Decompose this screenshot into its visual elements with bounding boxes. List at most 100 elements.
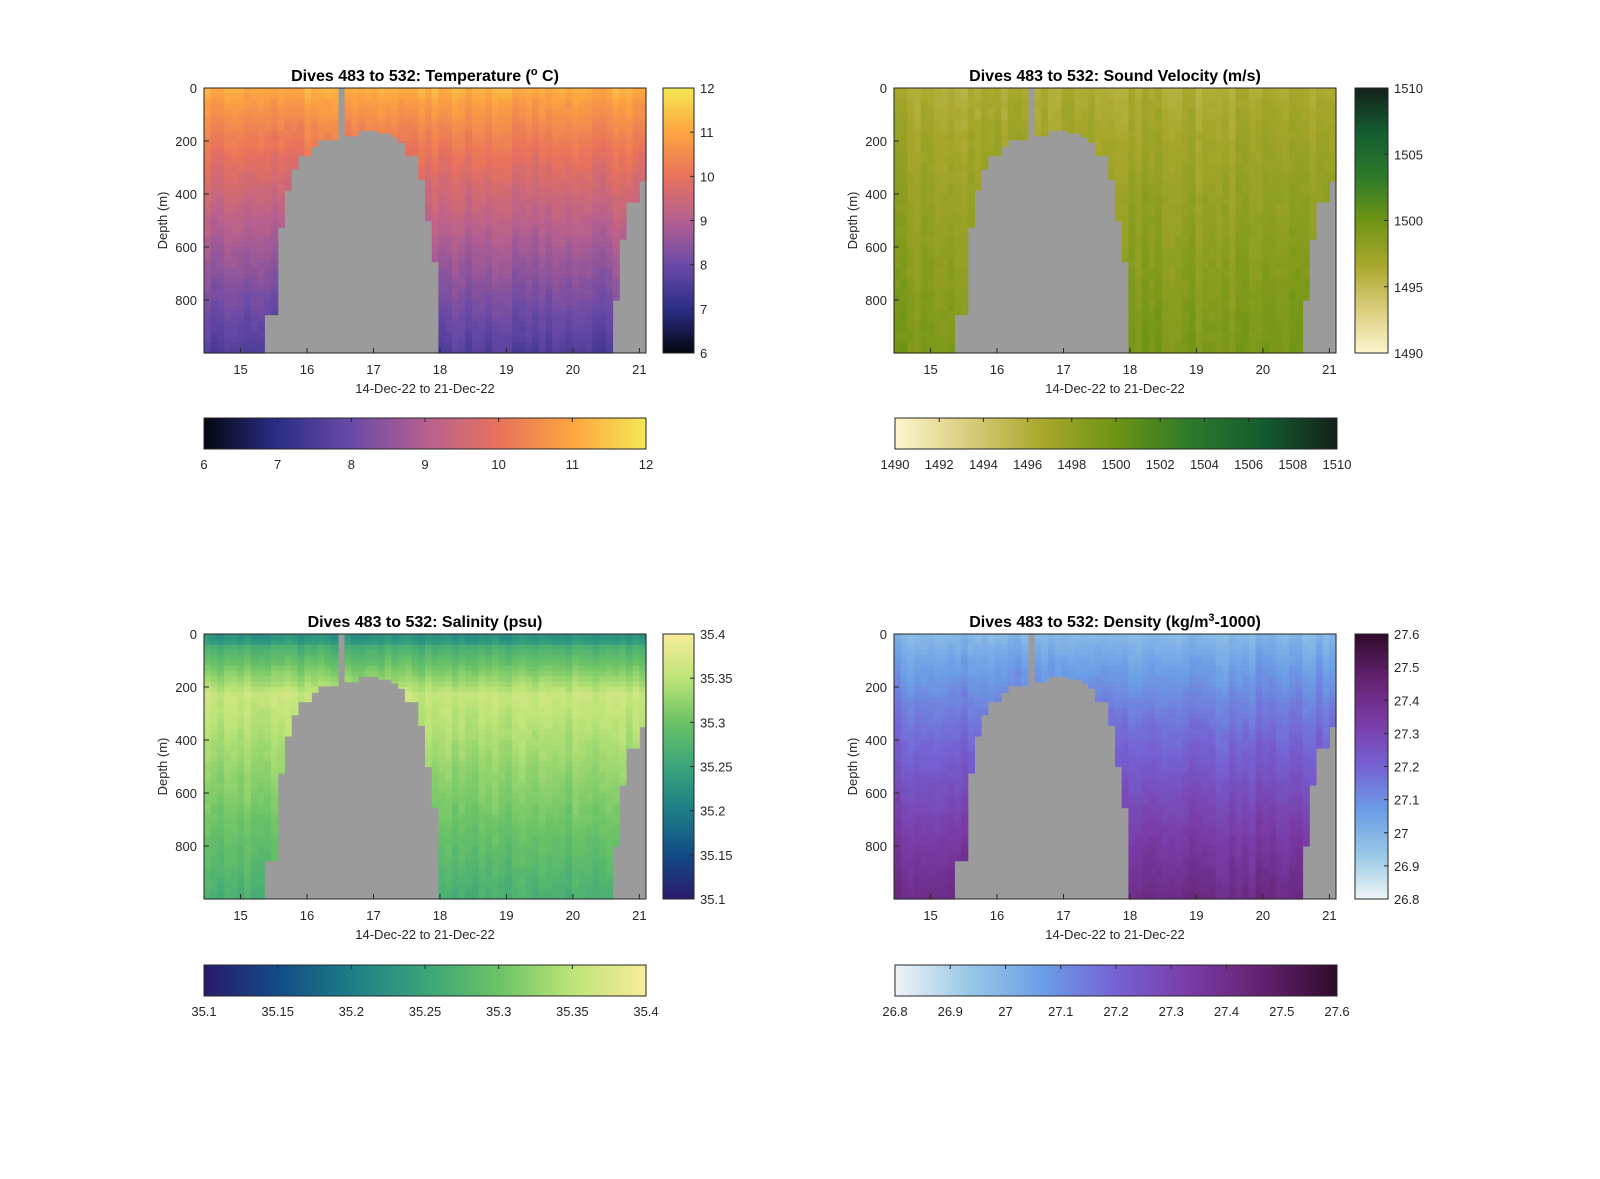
heatmap-cell	[1141, 114, 1150, 121]
heatmap-cell	[961, 88, 969, 94]
heatmap-cell	[612, 130, 620, 137]
heatmap-cell	[492, 262, 500, 269]
heatmap-cell	[572, 241, 580, 248]
heatmap-cell	[920, 204, 929, 211]
heatmap-cell	[545, 268, 553, 275]
heatmap-cell	[907, 300, 915, 306]
heatmap-cell	[445, 305, 453, 312]
heatmap-cell	[1101, 151, 1109, 157]
heatmap-cell	[217, 321, 225, 328]
heatmap-cell	[1128, 262, 1136, 269]
heatmap-cell	[418, 141, 426, 147]
heatmap-cell	[210, 819, 218, 826]
heatmap-cell	[579, 93, 587, 100]
heatmap-cell	[1275, 188, 1283, 195]
heatmap-cell	[920, 225, 929, 232]
heatmap-cell	[1275, 162, 1283, 169]
heatmap-cell	[244, 130, 252, 137]
heatmap-cell	[425, 125, 433, 131]
heatmap-cell	[418, 109, 426, 116]
heatmap-cell	[612, 93, 620, 100]
heatmap-cell	[914, 215, 922, 222]
heatmap-cell	[1135, 305, 1143, 312]
heatmap-cell	[1208, 273, 1217, 280]
heatmap-cell	[418, 146, 426, 153]
heatmap-cell	[471, 167, 480, 174]
heatmap-cell	[512, 188, 520, 195]
heatmap-cell	[545, 305, 553, 312]
heatmap-cell	[505, 337, 513, 343]
heatmap-cell	[210, 787, 218, 794]
heatmap-cell	[900, 103, 908, 110]
heatmap-cell	[250, 331, 259, 338]
heatmap-cell	[934, 315, 942, 322]
heatmap-cell	[257, 321, 265, 328]
heatmap-cell	[525, 220, 533, 227]
heatmap-cell	[900, 241, 908, 248]
heatmap-cell	[445, 262, 453, 269]
heatmap-cell	[512, 278, 520, 285]
heatmap-cell	[552, 326, 560, 333]
heatmap-cell	[1235, 241, 1243, 248]
heatmap-cell	[538, 225, 547, 232]
heatmap-cell	[1148, 194, 1156, 200]
heatmap-cell	[981, 125, 989, 131]
heatmap-cell	[934, 135, 942, 142]
heatmap-cell	[947, 273, 955, 280]
heatmap-cell	[210, 846, 218, 852]
heatmap-cell	[237, 803, 245, 810]
heatmap-cell	[572, 247, 580, 253]
heatmap-cell	[1188, 215, 1196, 222]
heatmap-cell	[230, 284, 239, 290]
heatmap-cell	[558, 225, 567, 232]
heatmap-cell	[498, 156, 506, 163]
heatmap-cell	[974, 98, 982, 105]
heatmap-cell	[612, 284, 620, 290]
heatmap-cell	[1141, 321, 1150, 328]
heatmap-cell	[458, 141, 466, 147]
heatmap-cell	[204, 167, 212, 174]
heatmap-cell	[934, 294, 942, 301]
heatmap-cell	[894, 172, 902, 179]
heatmap-cell	[552, 300, 560, 306]
heatmap-cell	[525, 347, 533, 354]
heatmap-cell	[914, 178, 922, 184]
heatmap-cell	[1208, 310, 1217, 317]
heatmap-cell	[458, 109, 466, 116]
heatmap-cell	[639, 156, 647, 163]
heatmap-cell	[545, 257, 553, 264]
heatmap-cell	[431, 93, 439, 100]
heatmap-cell	[505, 141, 513, 147]
heatmap-cell	[1014, 109, 1022, 116]
heatmap-cell	[1128, 114, 1136, 121]
heatmap-cell	[579, 151, 587, 158]
heatmap-cell	[1282, 331, 1290, 338]
heatmap-cell	[244, 347, 252, 354]
heatmap-cell	[940, 247, 949, 253]
heatmap-cell	[404, 146, 413, 153]
heatmap-cell	[1208, 125, 1217, 131]
heatmap-cell	[485, 273, 493, 280]
heatmap-cell	[425, 162, 433, 169]
heatmap-cell	[632, 109, 640, 116]
heatmap-cell	[1322, 188, 1330, 195]
heatmap-cell	[920, 178, 929, 184]
heatmap-cell	[217, 172, 225, 179]
heatmap-cell	[1168, 194, 1176, 200]
heatmap-cell	[492, 347, 500, 354]
heatmap-cell	[478, 172, 486, 179]
heatmap-cell	[438, 300, 446, 306]
heatmap-cell	[1155, 278, 1163, 285]
heatmap-cell	[914, 141, 922, 147]
heatmap-cell	[224, 114, 232, 121]
heatmap-cell	[927, 125, 935, 131]
heatmap-cell	[558, 342, 567, 349]
heatmap-cell	[1228, 289, 1237, 296]
heatmap-cell	[224, 162, 232, 169]
heatmap-cell	[1289, 273, 1297, 280]
heatmap-cell	[224, 883, 232, 889]
heatmap-cell	[1182, 326, 1190, 333]
heatmap-cell	[1135, 188, 1143, 195]
heatmap-cell	[1068, 109, 1076, 116]
heatmap-cell	[599, 103, 607, 110]
